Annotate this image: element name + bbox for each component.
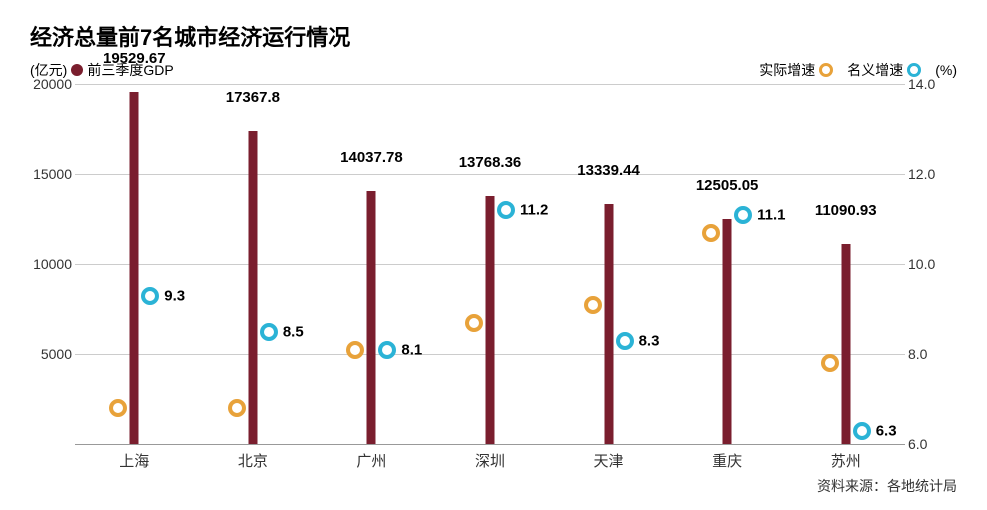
category: 11090.936.3苏州 bbox=[786, 84, 905, 444]
y-right-tick: 8.0 bbox=[908, 346, 950, 362]
gdp-bar bbox=[723, 219, 732, 444]
chart-container: 经济总量前7名城市经济运行情况 (亿元) 前三季度GDP 实际增速 名义增速 (… bbox=[0, 0, 987, 510]
real-ring-icon bbox=[228, 399, 246, 417]
gdp-bar bbox=[248, 131, 257, 444]
ring-nominal-icon bbox=[907, 63, 921, 77]
source-text: 资料来源：各地统计局 bbox=[817, 476, 957, 496]
nominal-label: 11.1 bbox=[757, 206, 785, 223]
y-right-tick: 6.0 bbox=[908, 436, 950, 452]
gdp-bar-label: 13768.36 bbox=[459, 154, 522, 175]
x-axis-label: 重庆 bbox=[712, 444, 742, 471]
nominal-label: 9.3 bbox=[164, 287, 185, 304]
gdp-bar-label: 17367.8 bbox=[226, 89, 280, 110]
category: 13768.3611.2深圳 bbox=[431, 84, 550, 444]
nominal-ring-icon bbox=[497, 201, 515, 219]
y-right-tick: 14.0 bbox=[908, 76, 950, 92]
gdp-bar-label: 12505.05 bbox=[696, 177, 759, 198]
legend-nominal-label: 名义增速 bbox=[847, 60, 903, 80]
category: 17367.88.5北京 bbox=[194, 84, 313, 444]
real-ring-icon bbox=[109, 399, 127, 417]
category: 13339.448.3天津 bbox=[549, 84, 668, 444]
gdp-dot-icon bbox=[71, 64, 83, 76]
y-left-tick: 5000 bbox=[30, 346, 72, 362]
gdp-bar-label: 11090.93 bbox=[815, 202, 877, 223]
real-ring-icon bbox=[821, 354, 839, 372]
real-ring-icon bbox=[584, 296, 602, 314]
nominal-label: 8.1 bbox=[401, 341, 422, 358]
x-axis-label: 北京 bbox=[238, 444, 268, 471]
nominal-label: 11.2 bbox=[520, 202, 548, 219]
legend-row: (亿元) 前三季度GDP 实际增速 名义增速 (%) bbox=[30, 60, 957, 80]
gdp-bar bbox=[485, 196, 494, 444]
gdp-bar bbox=[130, 92, 139, 444]
x-axis-label: 天津 bbox=[594, 444, 624, 471]
nominal-label: 8.5 bbox=[283, 323, 304, 340]
x-axis-label: 深圳 bbox=[475, 444, 505, 471]
gdp-bar-label: 19529.67 bbox=[103, 50, 166, 71]
gdp-bar-label: 13339.44 bbox=[577, 162, 640, 183]
y-right-tick: 10.0 bbox=[908, 256, 950, 272]
legend-real: 实际增速 bbox=[759, 60, 833, 80]
gdp-bar bbox=[841, 244, 850, 444]
category: 14037.788.1广州 bbox=[312, 84, 431, 444]
real-ring-icon bbox=[346, 341, 364, 359]
nominal-ring-icon bbox=[378, 341, 396, 359]
real-ring-icon bbox=[702, 224, 720, 242]
plot-area: 6.050008.01000010.01500012.02000014.0195… bbox=[30, 84, 950, 444]
chart-title: 经济总量前7名城市经济运行情况 bbox=[30, 20, 957, 52]
gdp-bar bbox=[367, 191, 376, 444]
y-right-tick: 12.0 bbox=[908, 166, 950, 182]
nominal-ring-icon bbox=[260, 323, 278, 341]
nominal-ring-icon bbox=[734, 206, 752, 224]
x-axis-label: 上海 bbox=[119, 444, 149, 471]
legend-real-label: 实际增速 bbox=[759, 60, 815, 80]
category: 12505.0511.1重庆 bbox=[668, 84, 787, 444]
x-axis-label: 苏州 bbox=[831, 444, 861, 471]
ring-real-icon bbox=[819, 63, 833, 77]
nominal-label: 6.3 bbox=[876, 422, 897, 439]
y-left-tick: 15000 bbox=[30, 166, 72, 182]
gdp-bar-label: 14037.78 bbox=[340, 149, 403, 170]
y-left-tick: 20000 bbox=[30, 76, 72, 92]
category: 19529.679.3上海 bbox=[75, 84, 194, 444]
gdp-bar bbox=[604, 204, 613, 444]
nominal-ring-icon bbox=[616, 332, 634, 350]
nominal-ring-icon bbox=[141, 287, 159, 305]
y-left-tick: 10000 bbox=[30, 256, 72, 272]
real-ring-icon bbox=[465, 314, 483, 332]
x-axis-label: 广州 bbox=[356, 444, 386, 471]
nominal-label: 8.3 bbox=[639, 332, 660, 349]
nominal-ring-icon bbox=[853, 422, 871, 440]
